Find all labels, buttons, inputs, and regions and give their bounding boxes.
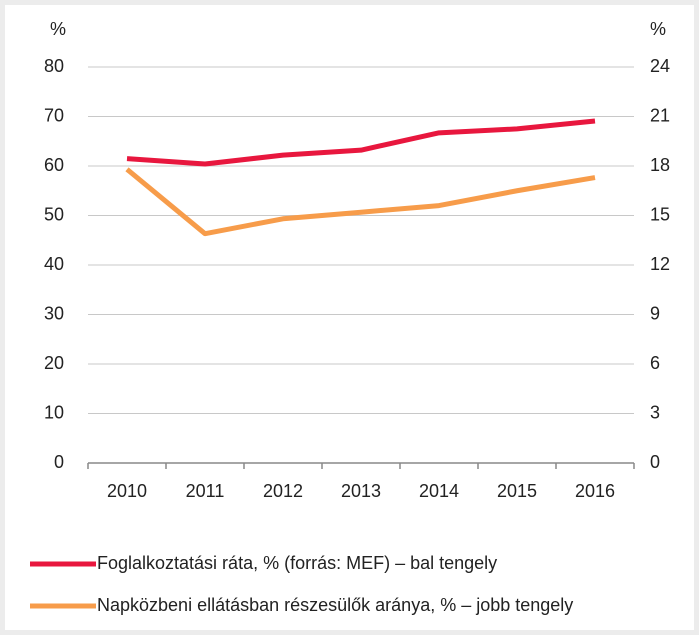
data-line xyxy=(125,167,596,237)
y-tick-label: 30 xyxy=(44,303,64,323)
y2-axis-label: % xyxy=(650,19,666,39)
y2-tick-label: 18 xyxy=(650,155,670,175)
chart-background xyxy=(5,5,694,630)
y2-tick-label: 15 xyxy=(650,204,670,224)
y-tick-label: 50 xyxy=(44,204,64,224)
y2-tick-label: 6 xyxy=(650,353,660,373)
x-tick-label: 2010 xyxy=(107,481,147,501)
y-tick-label: 0 xyxy=(54,452,64,472)
y-tick-label: 40 xyxy=(44,254,64,274)
x-tick-label: 2016 xyxy=(575,481,615,501)
legend-label: Foglalkoztatási ráta, % (forrás: MEF) – … xyxy=(97,553,497,573)
y2-tick-label: 24 xyxy=(650,56,670,76)
legend-label: Napközbeni ellátásban részesülők aránya,… xyxy=(97,595,573,615)
x-tick-label: 2015 xyxy=(497,481,537,501)
y-tick-label: 60 xyxy=(44,155,64,175)
y-tick-label: 70 xyxy=(44,105,64,125)
y2-tick-label: 9 xyxy=(650,303,660,323)
y2-tick-label: 12 xyxy=(650,254,670,274)
y-tick-label: 80 xyxy=(44,56,64,76)
x-tick-label: 2014 xyxy=(419,481,459,501)
y-axis-label: % xyxy=(50,19,66,39)
y2-tick-label: 0 xyxy=(650,452,660,472)
data-line xyxy=(126,118,596,167)
y2-tick-label: 3 xyxy=(650,402,660,422)
x-tick-label: 2013 xyxy=(341,481,381,501)
y-tick-label: 20 xyxy=(44,353,64,373)
x-tick-label: 2012 xyxy=(263,481,303,501)
y-tick-label: 10 xyxy=(44,402,64,422)
x-tick-label: 2011 xyxy=(186,481,225,501)
y2-tick-label: 21 xyxy=(650,105,670,125)
